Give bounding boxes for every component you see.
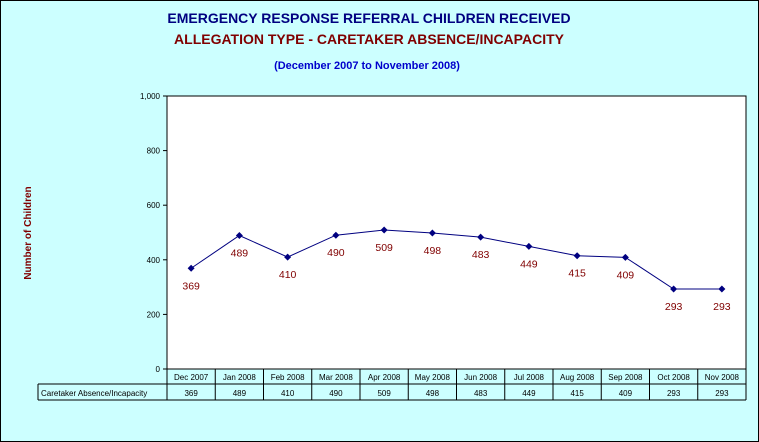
data-label: 483	[472, 249, 490, 261]
x-tick-label: Jan 2008	[223, 373, 256, 382]
plot-area	[167, 96, 746, 369]
data-label: 293	[665, 301, 683, 313]
data-label: 498	[424, 245, 442, 257]
data-label: 489	[231, 248, 249, 260]
data-label: 509	[375, 242, 393, 254]
y-axis: 0 200 400 600 800 1,000	[140, 92, 167, 374]
table-cell-value: 449	[522, 389, 536, 398]
data-label: 490	[327, 247, 345, 259]
line-chart: EMERGENCY RESPONSE REFERRAL CHILDREN REC…	[0, 0, 759, 442]
y-axis-label: Number of Children	[23, 186, 34, 279]
x-tick-label: Feb 2008	[271, 373, 305, 382]
y-tick-label: 0	[156, 365, 161, 374]
x-tick-label: Apr 2008	[368, 373, 401, 382]
y-tick-label: 400	[147, 256, 161, 265]
x-tick-label: Nov 2008	[705, 373, 740, 382]
x-tick-label: Dec 2007	[174, 373, 209, 382]
x-tick-label: Aug 2008	[560, 373, 595, 382]
chart-subtitle: ALLEGATION TYPE - CARETAKER ABSENCE/INCA…	[174, 31, 565, 47]
y-tick-label: 1,000	[140, 92, 161, 101]
x-tick-label: Jul 2008	[514, 373, 545, 382]
table-cell-value: 293	[715, 389, 729, 398]
y-tick-label: 200	[147, 310, 161, 319]
table-cell-value: 415	[570, 389, 584, 398]
table-cell-value: 490	[329, 389, 343, 398]
table-cell-value: 410	[281, 389, 295, 398]
data-label: 369	[182, 280, 200, 292]
data-label: 293	[713, 301, 731, 313]
x-tick-label: Oct 2008	[657, 373, 690, 382]
x-tick-label: Sep 2008	[608, 373, 643, 382]
table-cell-value: 509	[377, 389, 391, 398]
x-tick-label: May 2008	[415, 373, 451, 382]
chart-title: EMERGENCY RESPONSE REFERRAL CHILDREN REC…	[167, 10, 570, 26]
table-cell-value: 293	[667, 389, 681, 398]
table-cell-value: 369	[184, 389, 198, 398]
data-label: 415	[568, 268, 586, 280]
table-cell-value: 483	[474, 389, 488, 398]
y-tick-label: 800	[147, 147, 161, 156]
chart-period: (December 2007 to November 2008)	[274, 60, 460, 72]
x-tick-label: Jun 2008	[464, 373, 497, 382]
x-tick-label: Mar 2008	[319, 373, 353, 382]
y-tick-label: 600	[147, 201, 161, 210]
table-cell-value: 489	[233, 389, 247, 398]
data-table: Dec 2007 Jan 2008 Feb 2008 Mar 2008 Apr 2008…	[38, 369, 746, 400]
data-label: 449	[520, 258, 538, 270]
table-cell-value: 409	[619, 389, 633, 398]
table-cell-value: 498	[426, 389, 440, 398]
data-label: 410	[279, 269, 297, 281]
data-label: 409	[617, 269, 635, 281]
series-name: Caretaker Absence/Incapacity	[41, 389, 147, 398]
